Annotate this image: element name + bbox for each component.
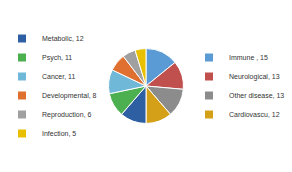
svg-text:Reproduction, 6: Reproduction, 6	[42, 111, 92, 119]
svg-text:Cardiovascu, 12: Cardiovascu, 12	[229, 111, 280, 118]
svg-text:Infection, 5: Infection, 5	[42, 130, 76, 137]
svg-text:Other disease, 13: Other disease, 13	[229, 92, 284, 99]
svg-text:Psych, 11: Psych, 11	[42, 54, 72, 62]
svg-text:Developmental, 8: Developmental, 8	[42, 92, 97, 100]
svg-text:Neurological, 13: Neurological, 13	[229, 73, 280, 81]
svg-text:Metabolic, 12: Metabolic, 12	[42, 35, 84, 42]
svg-text:Immune , 15: Immune , 15	[229, 54, 268, 61]
svg-text:Cancer, 11: Cancer, 11	[42, 73, 75, 80]
